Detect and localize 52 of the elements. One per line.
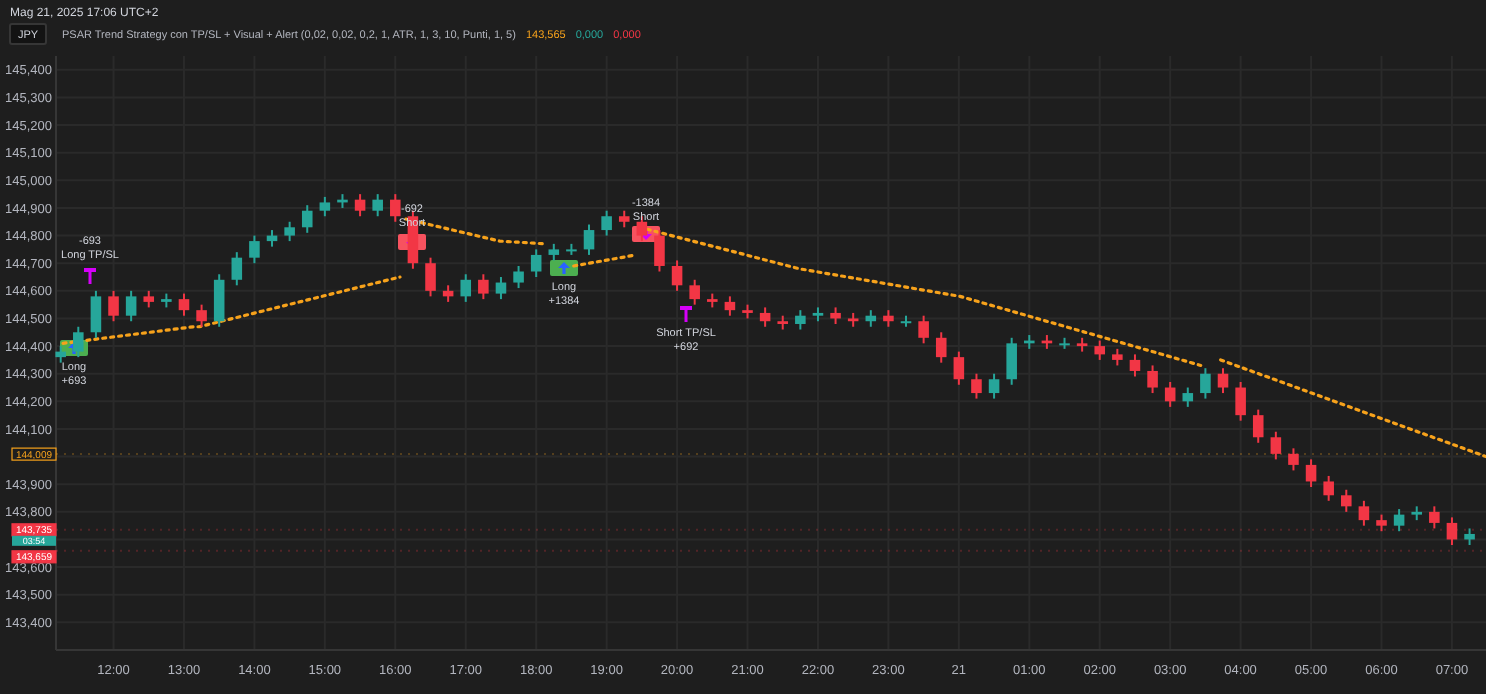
- candlestick: [988, 372, 1000, 400]
- candlestick: [513, 264, 524, 290]
- candlestick: [284, 220, 295, 243]
- candlestick: [1147, 364, 1158, 395]
- candlestick: [1323, 474, 1334, 502]
- candlestick: [125, 289, 137, 323]
- candlestick: [372, 193, 383, 218]
- candlestick: [971, 372, 982, 400]
- candlestick: [935, 331, 947, 364]
- candlestick: [1200, 367, 1211, 400]
- candlestick: [73, 325, 84, 359]
- candlestick: [1006, 336, 1017, 386]
- candlestick: [425, 256, 436, 298]
- candlestick: [1429, 505, 1440, 530]
- candlestick: [178, 292, 190, 317]
- candlestick: [301, 204, 313, 234]
- candlestick: [530, 248, 542, 279]
- candlestick: [495, 276, 507, 301]
- candlestick: [795, 309, 806, 331]
- candlestick: [1393, 508, 1405, 533]
- candlestick: [1129, 353, 1141, 378]
- candlestick: [196, 303, 207, 328]
- candlestick: [478, 273, 489, 301]
- candlestick: [1235, 381, 1246, 422]
- candlestick: [654, 229, 665, 273]
- candlestick: [689, 278, 700, 306]
- candlestick: [953, 350, 965, 386]
- candlestick: [759, 306, 771, 328]
- candlestick: [1270, 430, 1282, 461]
- candlestick: [319, 195, 331, 218]
- candlestick: [1358, 499, 1370, 527]
- candlestick: [671, 259, 683, 292]
- candlestick: [1341, 488, 1352, 513]
- candlestick: [1182, 386, 1194, 408]
- candlestick: [1305, 458, 1317, 488]
- candlestick: [108, 289, 119, 323]
- candlestick: [1252, 408, 1264, 444]
- candlestick: [1446, 516, 1458, 547]
- candlestick: [1217, 367, 1229, 395]
- candlestick: [213, 273, 225, 328]
- candlestick: [583, 223, 595, 256]
- candlestick: [231, 251, 243, 287]
- candlestick: [90, 289, 102, 339]
- candlestick: [918, 314, 929, 345]
- candlestick: [724, 295, 736, 317]
- candlestick: [601, 209, 612, 237]
- candlestick: [1288, 447, 1299, 472]
- candlestick: [460, 273, 472, 303]
- candlestick: [390, 193, 401, 223]
- candlestick: [249, 234, 260, 265]
- candlestick: [1094, 339, 1106, 361]
- candlestick: [354, 193, 366, 218]
